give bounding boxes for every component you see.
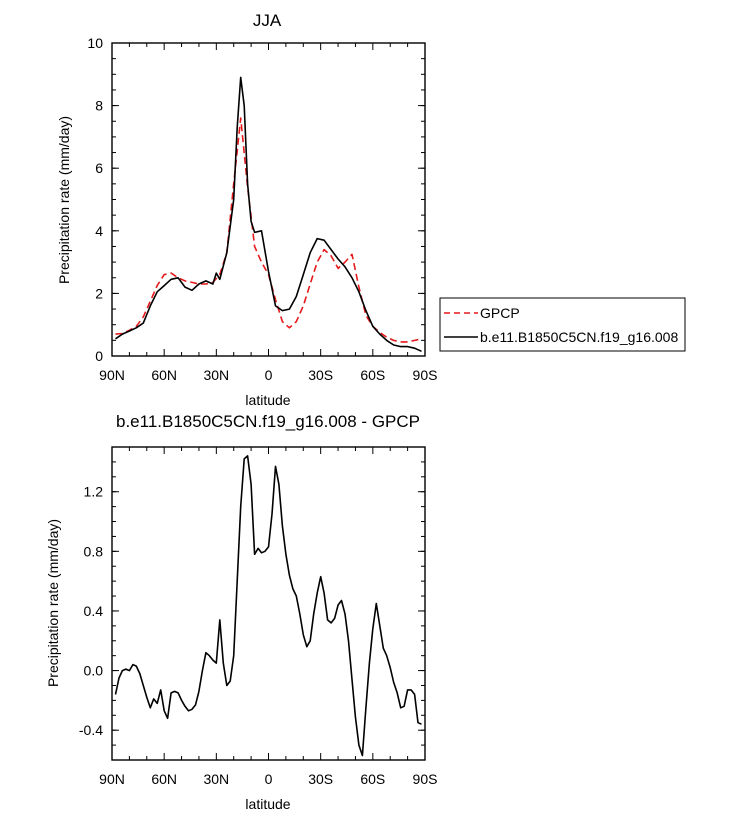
y-tick-label: 1.2 [84, 484, 104, 500]
chart-panel-jja: JJA 90N 60N 30N 0 30S 60S 90S 0 2 4 6 8 10 latitude… [56, 11, 686, 408]
y-tick-label: 0.8 [84, 543, 104, 559]
plot-area: 90N 60N 30N 0 30S 60S 90S 0 2 4 6 8 10 [87, 35, 437, 383]
x-tick-label: 60N [151, 771, 177, 787]
y-tick-label: 2 [95, 285, 103, 301]
legend: GPCP b.e11.B1850C5CN.f19_g16.008 [439, 297, 686, 352]
y-tick-label: 4 [95, 223, 103, 239]
x-tick-label: 90S [413, 367, 438, 383]
series-group [114, 455, 422, 757]
x-axis-ticks: 90N 60N 30N 0 30S 60S 90S [99, 447, 437, 787]
legend-label-gpcp: GPCP [480, 305, 520, 321]
series-line-gpcp [115, 117, 422, 343]
series-line-b-e11-b1850c5cn-f19-g16-008 [115, 76, 422, 353]
series-line-difference [114, 455, 422, 757]
plot-area: 90N 60N 30N 0 30S 60S 90S -0.4 0.0 0.4 0.8 1.2 [79, 446, 437, 787]
y-axis-ticks: 0 2 4 6 8 10 [87, 35, 425, 364]
x-tick-label: 90S [413, 771, 438, 787]
x-tick-label: 90N [99, 771, 125, 787]
y-tick-label: 0 [95, 348, 103, 364]
chart-panel-difference: b.e11.B1850C5CN.f19_g16.008 - GPCP 90N 60… [45, 412, 437, 812]
x-tick-label: 30S [308, 367, 333, 383]
x-axis-label: latitude [245, 796, 290, 812]
legend-label-model: b.e11.B1850C5CN.f19_g16.008 [480, 329, 678, 345]
y-axis-label: Precipitation rate (mm/day) [45, 519, 61, 687]
x-axis-ticks: 90N 60N 30N 0 30S 60S 90S [99, 43, 437, 383]
y-tick-label: 0.0 [84, 663, 104, 679]
plot-frame [111, 446, 426, 761]
x-tick-label: 60S [360, 367, 385, 383]
y-tick-label: 10 [87, 35, 103, 51]
x-tick-label: 90N [99, 367, 125, 383]
x-tick-label: 60S [360, 771, 385, 787]
y-tick-label: 8 [95, 98, 103, 114]
chart-title: b.e11.B1850C5CN.f19_g16.008 - GPCP [116, 412, 420, 431]
x-axis-label: latitude [245, 392, 290, 408]
y-axis-ticks: -0.4 0.0 0.4 0.8 1.2 [79, 446, 425, 761]
y-tick-label: 0.4 [84, 603, 104, 619]
x-tick-label: 30N [203, 771, 229, 787]
y-axis-label: Precipitation rate (mm/day) [56, 116, 72, 284]
y-tick-label: -0.4 [79, 722, 103, 738]
y-tick-label: 6 [95, 160, 103, 176]
x-tick-label: 0 [265, 771, 273, 787]
x-tick-label: 30N [203, 367, 229, 383]
series-group [115, 76, 422, 353]
x-tick-label: 0 [265, 367, 273, 383]
x-tick-label: 60N [151, 367, 177, 383]
legend-box [439, 297, 686, 352]
chart-title: JJA [253, 11, 282, 30]
x-tick-label: 30S [308, 771, 333, 787]
plot-frame [111, 42, 426, 357]
